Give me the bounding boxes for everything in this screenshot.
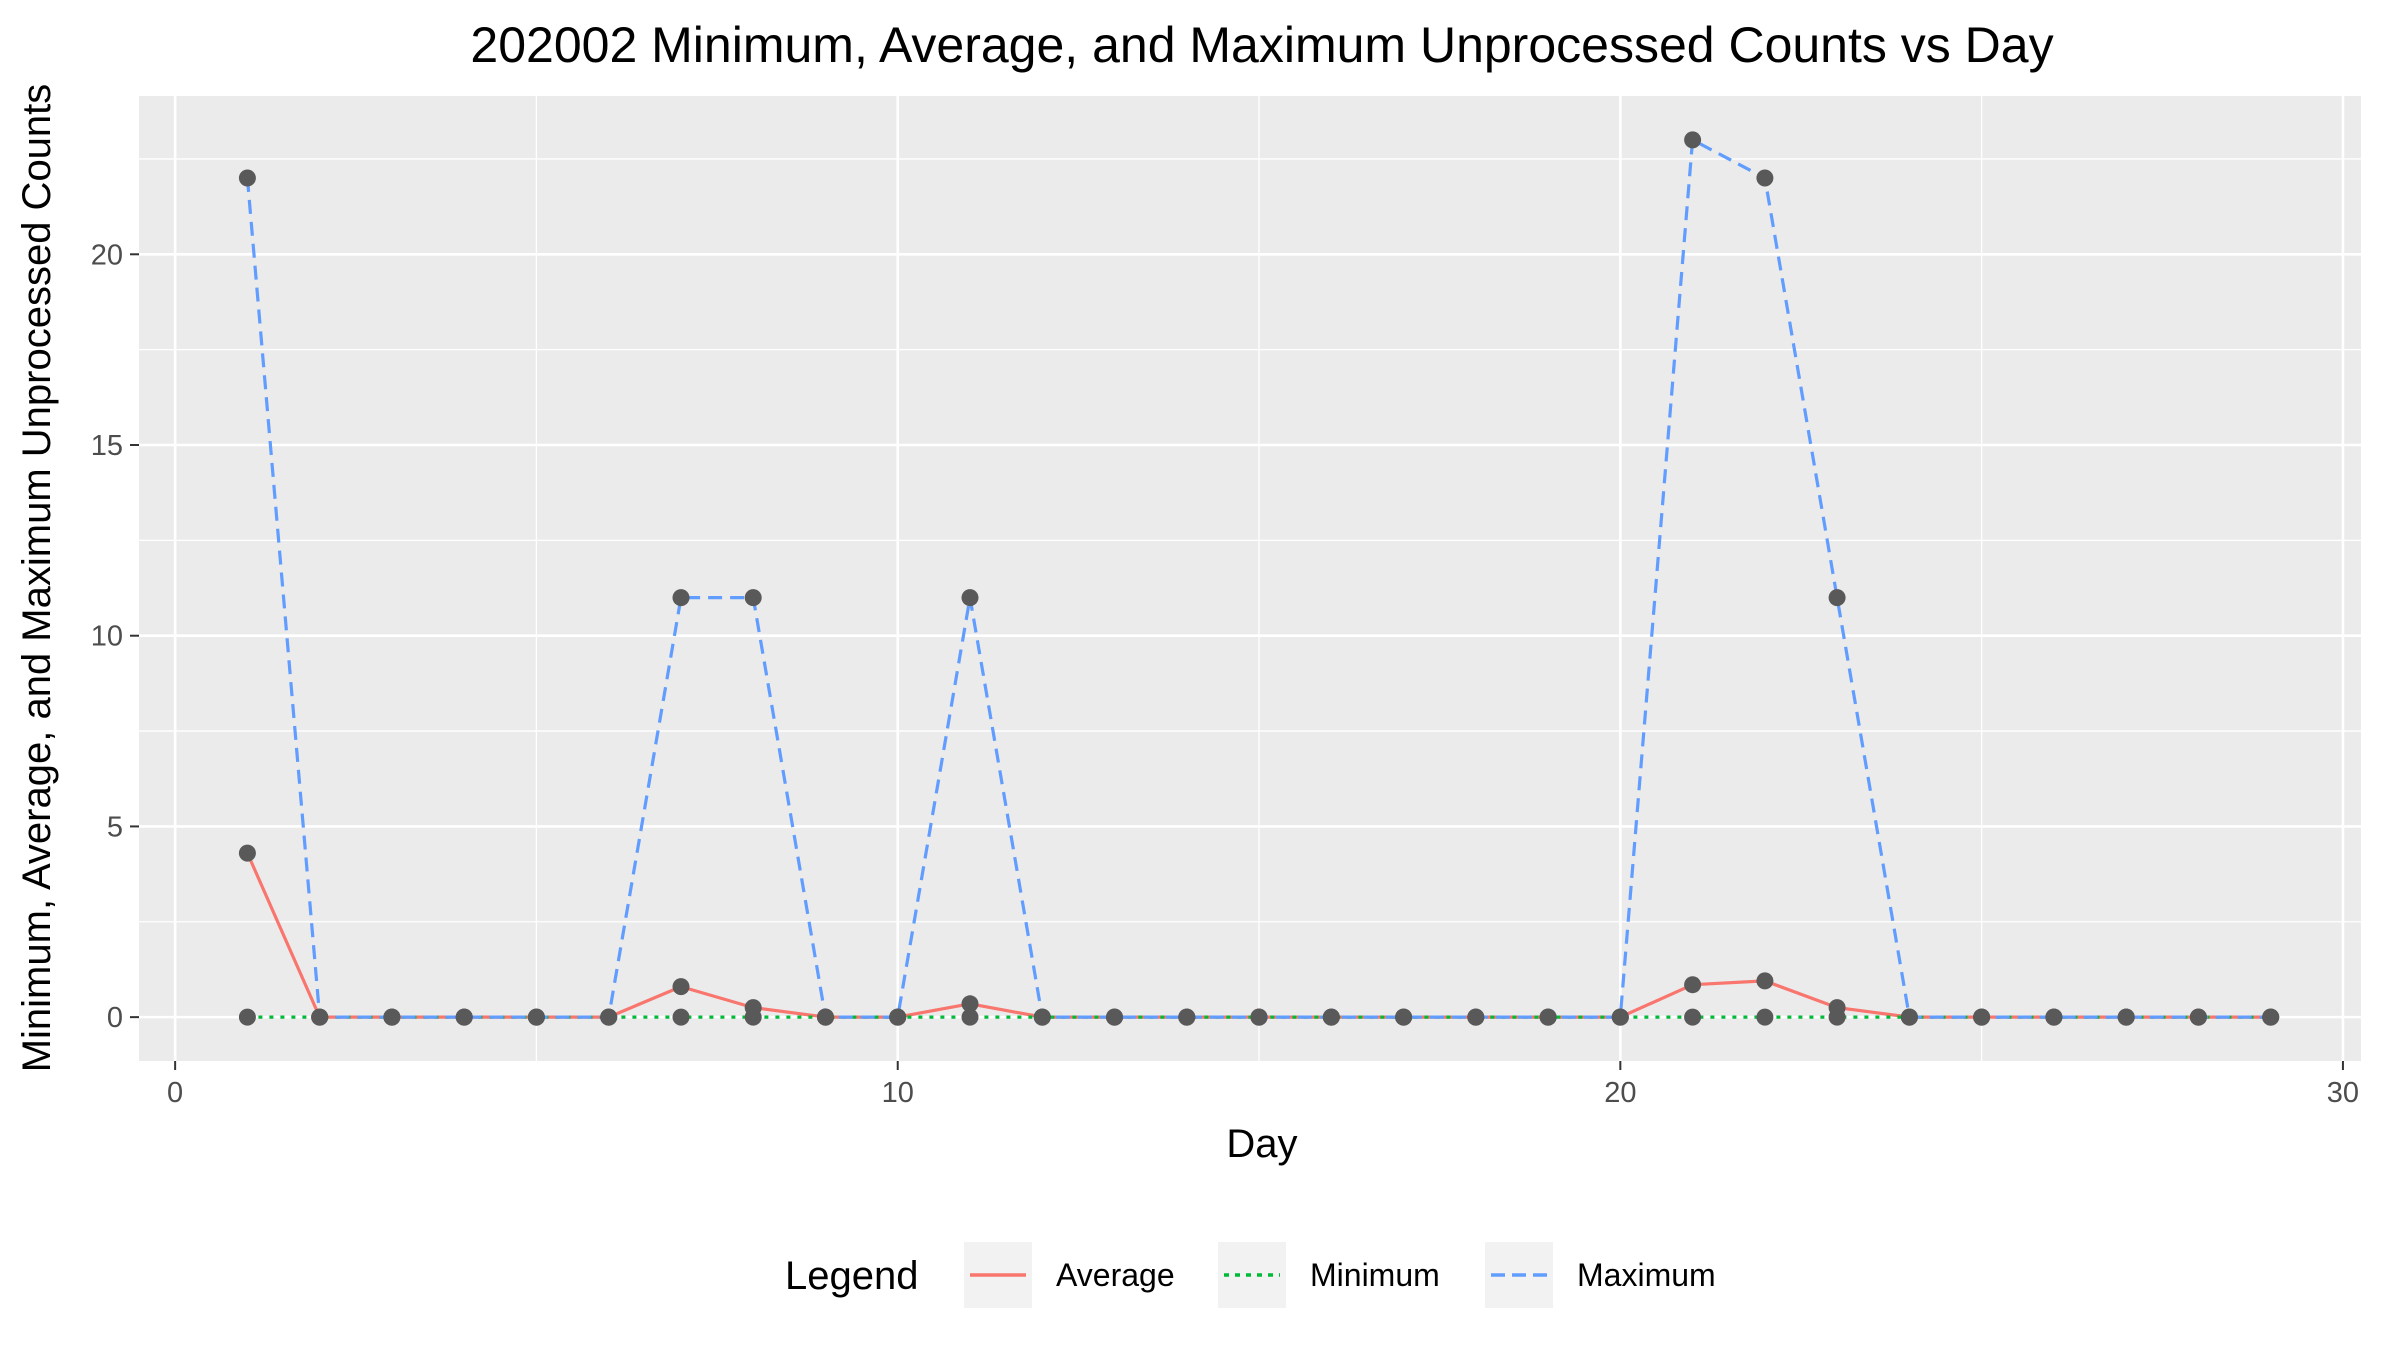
data-point-average	[672, 978, 690, 996]
data-point-maximum	[2262, 1008, 2280, 1026]
legend-key-maximum: Maximum	[1485, 1242, 1716, 1308]
data-point-maximum	[1973, 1008, 1991, 1026]
data-point-maximum	[1033, 1008, 1051, 1026]
data-point-maximum	[600, 1008, 618, 1026]
data-point-maximum	[1178, 1008, 1196, 1026]
data-point-minimum	[1828, 1008, 1846, 1026]
data-point-maximum	[2189, 1008, 2207, 1026]
data-point-maximum	[383, 1008, 401, 1026]
data-point-maximum	[1611, 1008, 1629, 1026]
data-point-average	[238, 844, 256, 862]
legend-label-maximum: Maximum	[1577, 1257, 1716, 1293]
y-tick-label: 0	[107, 1002, 123, 1034]
data-point-minimum	[744, 1008, 762, 1026]
x-axis-title: Day	[1226, 1122, 1297, 1166]
data-point-maximum	[744, 589, 762, 607]
data-point-average	[1756, 972, 1774, 990]
chart-title: 202002 Minimum, Average, and Maximum Unp…	[470, 17, 2053, 73]
legend: Legend Average Minimum Maximum	[785, 1242, 1716, 1308]
y-tick-label: 15	[91, 430, 123, 462]
legend-label-average: Average	[1056, 1257, 1175, 1293]
data-point-maximum	[1684, 131, 1702, 149]
x-tick-label: 0	[167, 1077, 183, 1109]
legend-label-minimum: Minimum	[1310, 1257, 1440, 1293]
data-point-maximum	[817, 1008, 834, 1026]
data-point-average	[1684, 976, 1702, 994]
data-points	[238, 131, 2280, 1026]
data-point-maximum	[1900, 1008, 1918, 1026]
data-point-maximum	[2117, 1008, 2135, 1026]
data-point-minimum	[238, 1008, 256, 1026]
x-tick-label: 10	[882, 1077, 914, 1109]
data-point-maximum	[1395, 1008, 1413, 1026]
x-tick-label: 20	[1604, 1077, 1636, 1109]
data-point-maximum	[1467, 1008, 1485, 1026]
data-point-maximum	[672, 589, 690, 607]
data-point-maximum	[1756, 169, 1774, 187]
x-tick-label: 30	[2327, 1077, 2359, 1109]
data-point-maximum	[455, 1008, 473, 1026]
minor-gridlines	[139, 96, 2361, 1061]
y-tick-label: 10	[91, 621, 123, 653]
data-point-maximum	[1828, 589, 1846, 607]
legend-key-minimum: Minimum	[1218, 1242, 1440, 1308]
data-point-maximum	[889, 1008, 907, 1026]
data-point-maximum	[238, 169, 256, 187]
data-point-minimum	[961, 1008, 979, 1026]
data-point-maximum	[1539, 1008, 1557, 1026]
y-tick-label: 20	[91, 239, 123, 271]
data-point-maximum	[527, 1008, 545, 1026]
y-axis-ticks: 0 5 10 15 20	[91, 239, 139, 1034]
data-point-maximum	[1322, 1008, 1340, 1026]
data-point-maximum	[2045, 1008, 2063, 1026]
plot-panel	[139, 96, 2361, 1061]
x-axis-ticks: 0 10 20 30	[167, 1061, 2359, 1109]
y-axis-title: Minimum, Average, and Maximum Unprocesse…	[15, 84, 59, 1073]
data-point-maximum	[961, 589, 979, 607]
legend-key-average: Average	[964, 1242, 1175, 1308]
data-point-maximum	[311, 1008, 329, 1026]
data-point-maximum	[1106, 1008, 1123, 1026]
legend-title: Legend	[785, 1254, 918, 1298]
data-point-minimum	[1756, 1008, 1774, 1026]
data-point-maximum	[1250, 1008, 1268, 1026]
data-point-minimum	[672, 1008, 690, 1026]
data-point-minimum	[1684, 1008, 1702, 1026]
y-tick-label: 5	[107, 811, 123, 843]
data-point-average	[961, 995, 979, 1013]
